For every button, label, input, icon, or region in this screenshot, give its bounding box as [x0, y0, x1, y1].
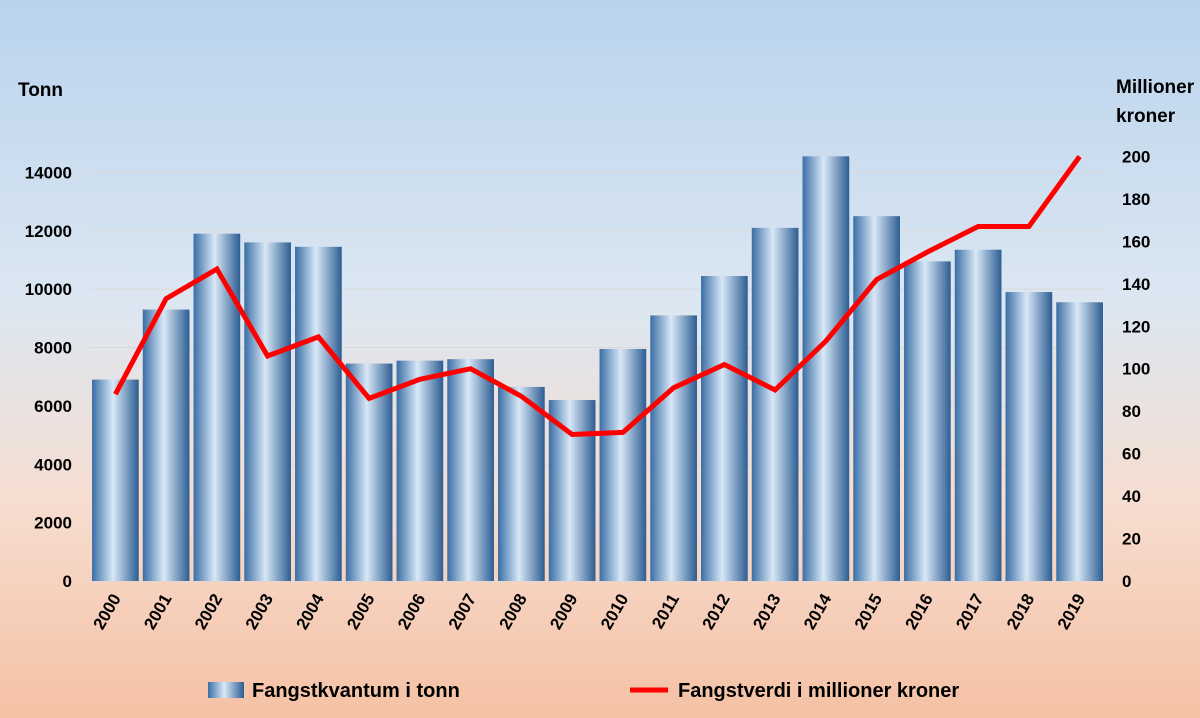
x-tick-label: 2016 — [901, 591, 936, 633]
bar — [447, 359, 494, 581]
x-tick-label: 2001 — [140, 591, 175, 633]
bar — [396, 360, 444, 581]
right-axis-title-line1: Millioner — [1116, 77, 1195, 98]
x-tick-label: 2015 — [851, 591, 886, 633]
left-tick-label: 6000 — [34, 397, 72, 416]
bar — [802, 156, 850, 581]
x-tick-label: 2013 — [749, 591, 784, 633]
legend-bar-swatch — [208, 682, 244, 698]
bar — [1005, 292, 1053, 581]
right-tick-label: 200 — [1122, 147, 1150, 166]
right-tick-label: 180 — [1122, 190, 1150, 209]
left-tick-label: 2000 — [34, 514, 72, 533]
right-tick-label: 40 — [1122, 487, 1141, 506]
bar — [751, 227, 799, 582]
right-tick-label: 140 — [1122, 275, 1150, 294]
x-tick-label: 2004 — [292, 590, 328, 633]
x-tick-label: 2019 — [1054, 591, 1089, 633]
x-tick-label: 2002 — [191, 591, 226, 633]
x-tick-label: 2017 — [952, 591, 987, 633]
bar — [599, 348, 647, 581]
x-tick-label: 2007 — [445, 591, 480, 633]
right-tick-label: 0 — [1122, 572, 1131, 591]
bar — [650, 315, 697, 581]
right-tick-label: 120 — [1122, 317, 1150, 336]
x-tick-label: 2008 — [495, 591, 530, 633]
bar — [1056, 302, 1103, 581]
bar — [954, 249, 1002, 582]
right-tick-label: 80 — [1122, 402, 1141, 421]
right-tick-label: 20 — [1122, 530, 1141, 549]
x-tick-label: 2000 — [89, 591, 124, 633]
left-tick-label: 14000 — [25, 163, 72, 182]
x-tick-label: 2010 — [597, 591, 632, 633]
value-line — [113, 155, 1082, 438]
bar — [142, 309, 190, 581]
left-tick-label: 0 — [63, 572, 72, 591]
bar — [904, 261, 951, 581]
legend: Fangstkvantum i tonn Fangstverdi i milli… — [208, 680, 959, 702]
x-axis-ticks: 2000 2001 2002 2003 2004 2005 2006 2007 2008 2009… — [89, 590, 1089, 633]
left-axis-ticks: 0 2000 4000 6000 8000 10000 12000 14000 — [25, 163, 72, 591]
bar — [701, 275, 748, 581]
x-tick-label: 2009 — [546, 591, 581, 633]
x-tick-label: 2006 — [394, 591, 429, 633]
legend-bar-label: Fangstkvantum i tonn — [252, 680, 460, 702]
right-tick-label: 100 — [1122, 360, 1150, 379]
bar-series — [92, 156, 1103, 582]
x-tick-label: 2018 — [1003, 591, 1038, 633]
x-tick-label: 2014 — [800, 590, 836, 633]
legend-line-label: Fangstverdi i millioner kroner — [678, 680, 959, 702]
right-axis-ticks: 0 20 40 60 80 100 120 140 160 180 200 — [1122, 147, 1150, 591]
bar — [92, 379, 139, 581]
bar — [548, 400, 596, 581]
right-tick-label: 60 — [1122, 445, 1141, 464]
x-tick-label: 2012 — [698, 591, 733, 633]
bar — [244, 242, 291, 582]
right-axis-title-line2: kroner — [1116, 106, 1176, 127]
bar — [295, 246, 342, 581]
bar — [498, 386, 545, 581]
left-axis-title: Tonn — [18, 80, 63, 101]
left-tick-label: 4000 — [34, 455, 72, 474]
right-tick-label: 160 — [1122, 232, 1150, 251]
line-series — [113, 155, 1082, 438]
x-tick-label: 2003 — [242, 591, 277, 633]
left-tick-label: 8000 — [34, 339, 72, 358]
x-tick-label: 2011 — [648, 591, 683, 632]
left-tick-label: 10000 — [25, 280, 72, 299]
x-tick-label: 2005 — [343, 591, 378, 633]
left-tick-label: 12000 — [25, 222, 72, 241]
gridlines — [90, 171, 1105, 582]
bar — [193, 233, 241, 581]
